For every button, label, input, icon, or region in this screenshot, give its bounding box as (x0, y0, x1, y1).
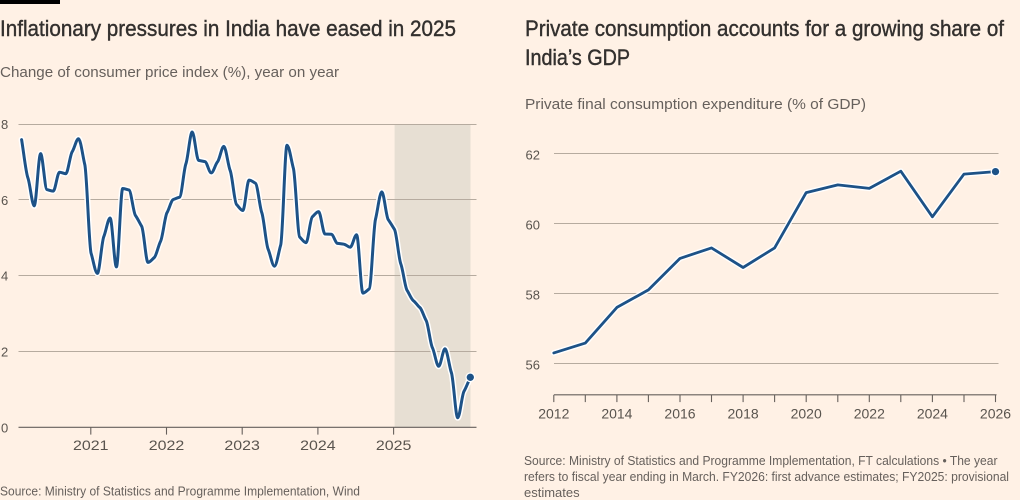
svg-text:2014: 2014 (601, 406, 632, 422)
svg-text:2022: 2022 (854, 406, 885, 422)
svg-text:56: 56 (526, 357, 540, 372)
svg-text:2025: 2025 (376, 437, 412, 453)
svg-text:Inflationary pressures in Indi: Inflationary pressures in India have eas… (0, 16, 456, 41)
svg-text:2026: 2026 (980, 406, 1011, 422)
svg-text:2021: 2021 (73, 437, 109, 453)
svg-text:2012: 2012 (538, 406, 569, 422)
svg-text:0: 0 (1, 420, 8, 435)
svg-text:58: 58 (526, 287, 540, 302)
svg-text:2024: 2024 (300, 437, 336, 453)
svg-text:refers to fiscal year ending i: refers to fiscal year ending in March. F… (524, 469, 1009, 484)
svg-text:2023: 2023 (224, 437, 260, 453)
svg-text:2018: 2018 (728, 406, 759, 422)
svg-text:60: 60 (526, 217, 540, 232)
svg-text:Source: Ministry of Statistics: Source: Ministry of Statistics and Progr… (0, 484, 360, 499)
svg-text:4: 4 (1, 269, 8, 284)
svg-text:Private consumption accounts f: Private consumption accounts for a growi… (525, 16, 1005, 41)
svg-text:2016: 2016 (664, 406, 695, 422)
svg-text:2022: 2022 (149, 437, 185, 453)
svg-text:Private final consumption expe: Private final consumption expenditure (%… (525, 96, 866, 113)
svg-text:2: 2 (1, 345, 8, 360)
svg-text:Source: Ministry of Statistics: Source: Ministry of Statistics and Progr… (524, 453, 998, 468)
svg-text:62: 62 (526, 147, 540, 162)
svg-text:6: 6 (1, 193, 8, 208)
svg-text:Change of consumer price index: Change of consumer price index (%), year… (0, 64, 339, 81)
svg-text:2024: 2024 (917, 406, 948, 422)
svg-text:8: 8 (1, 117, 8, 132)
svg-text:India’s GDP: India’s GDP (525, 45, 630, 70)
svg-text:2020: 2020 (791, 406, 822, 422)
svg-text:estimates: estimates (524, 485, 580, 500)
